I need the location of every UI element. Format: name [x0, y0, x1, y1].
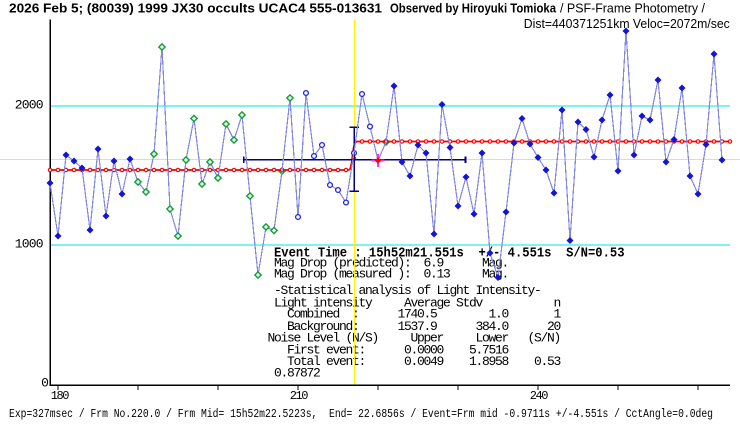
svg-text:Noise Level (N/S) Upper: Noise Level (N/S) Upper Lower (S/N) — [268, 331, 561, 346]
svg-text:Mag Drop (predicted): 6.9: Mag Drop (predicted): 6.9 Mag. — [274, 255, 508, 270]
svg-text:210: 210 — [290, 389, 309, 403]
svg-text:0: 0 — [41, 376, 48, 391]
svg-text:/ PSF-Frame Photometry /: / PSF-Frame Photometry / — [560, 1, 705, 16]
svg-text:240: 240 — [530, 389, 549, 403]
svg-text:Total event: 0.0049 1.: Total event: 0.0049 1.8958 0.53 — [274, 354, 561, 369]
svg-text:1000: 1000 — [15, 236, 43, 251]
svg-text:Combined : 1740.5: Combined : 1740.5 1.0 1 — [274, 307, 562, 322]
svg-text:Dist=440371251km Veloc=2072m/s: Dist=440371251km Veloc=2072m/sec — [524, 16, 730, 31]
svg-text:2000: 2000 — [15, 97, 43, 112]
svg-text:Event Time : 15h52m21.551s +/: Event Time : 15h52m21.551s +/- 4.551s S/… — [274, 246, 625, 262]
svg-text:0.87872: 0.87872 — [274, 366, 320, 381]
svg-text:180: 180 — [51, 389, 70, 403]
svg-text:First event: 0.0000 5.: First event: 0.0000 5.7516 — [274, 343, 509, 358]
svg-text:Mag Drop (measured ): 0.13: Mag Drop (measured ): 0.13 Mag. — [274, 266, 508, 281]
svg-text:Observed by Hiroyuki Tomioka: Observed by Hiroyuki Tomioka — [390, 1, 557, 16]
svg-text:-Statistical analysis of Light: -Statistical analysis of Light Intensity… — [274, 283, 541, 298]
svg-text:Light intensity Average St: Light intensity Average Stdv n — [274, 295, 561, 310]
svg-text:2026 Feb 5; (80039) 1999 JX30: 2026 Feb 5; (80039) 1999 JX30 occults UC… — [9, 1, 382, 16]
svg-text:Background: 1537.9 3: Background: 1537.9 384.0 20 — [274, 319, 561, 334]
svg-text:Exp=327msec / Frm No.220.0 / F: Exp=327msec / Frm No.220.0 / Frm Mid= 15… — [9, 407, 713, 421]
